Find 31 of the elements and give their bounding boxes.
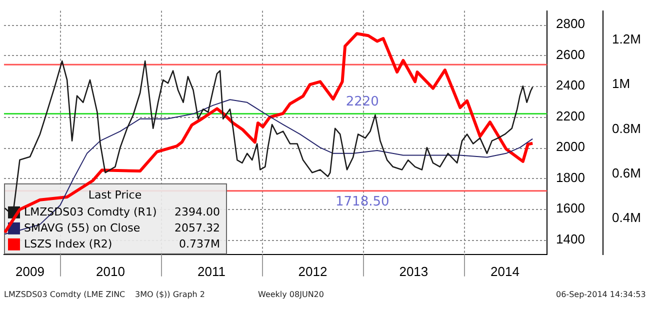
x-tick-label: 2013	[399, 264, 428, 279]
x-tick-label: 2011	[197, 264, 226, 279]
text: 06-Sep-2014 14:34:53	[556, 290, 646, 299]
y-tick-label: 1600	[556, 200, 585, 216]
legend-label: SMAVG (55) on Close	[24, 221, 140, 234]
ref-line-label: 2220	[346, 94, 379, 110]
y2-tick-label: 0.4M	[612, 210, 641, 226]
y-tick-label: 1800	[556, 170, 585, 185]
x-tick-label: 2012	[298, 264, 328, 279]
ref-line-label: 1718.50	[335, 194, 390, 210]
annotation: 2057.32	[174, 221, 220, 234]
annotation: 2394.00	[174, 205, 220, 218]
x-tick-label: 2009	[16, 264, 44, 279]
text: 3MO ($)) Graph 2	[135, 290, 205, 299]
legend-label: LSZS Index (R2)	[24, 237, 112, 250]
y-tick-label: 2800	[556, 16, 585, 32]
text: LMZSDS03 Comdty (LME ZINC	[4, 290, 126, 299]
y2-tick-label: 0.6M	[612, 166, 641, 181]
y-tick-label: 2600	[556, 46, 585, 62]
y2-tick-label: 1.2M	[612, 31, 641, 46]
y-tick-label: 2200	[556, 108, 585, 124]
y2-tick-label: 1M	[612, 76, 630, 92]
annotation: 0.737M	[179, 237, 220, 250]
y-tick-label: 2000	[556, 139, 585, 154]
y-tick-label: 1400	[556, 231, 585, 246]
x-tick-label: 2014	[490, 264, 520, 279]
x-tick-label: 2010	[96, 264, 125, 279]
text: Weekly 08JUN20	[258, 290, 324, 299]
y2-tick-label: 0.8M	[612, 120, 641, 136]
legend-title: Last Price	[88, 188, 142, 202]
y-tick-label: 2400	[556, 78, 585, 93]
